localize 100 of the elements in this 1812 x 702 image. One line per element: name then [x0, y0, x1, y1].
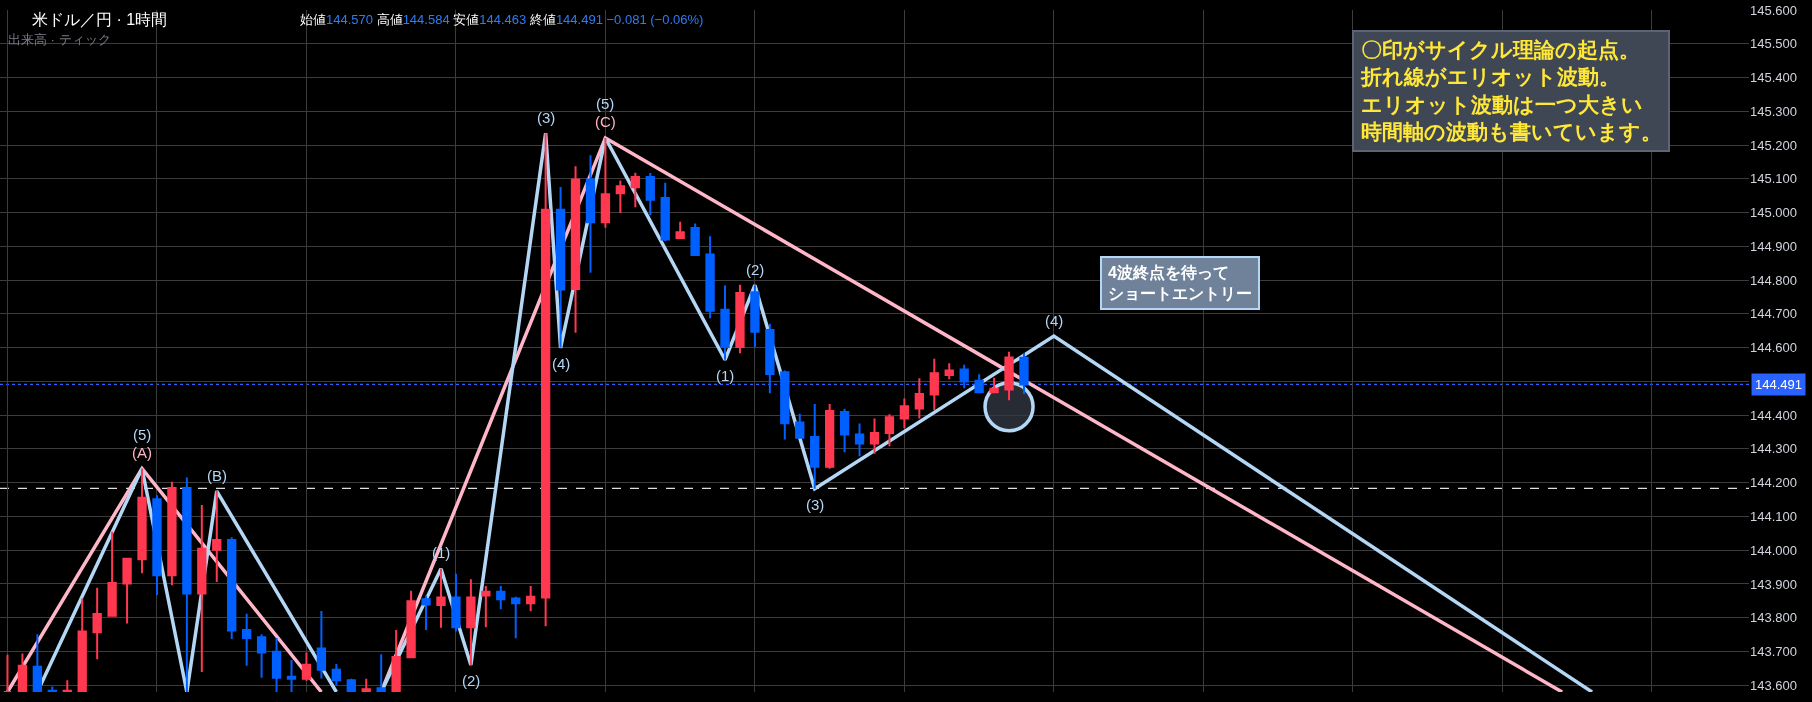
candlestick: [869, 417, 880, 455]
annotation: (2): [462, 672, 481, 689]
y-tick-label: 144.000: [1750, 542, 1797, 558]
candlestick: [361, 677, 371, 692]
y-tick-label: 143.700: [1750, 644, 1797, 660]
y-tick-label: 144.400: [1750, 407, 1797, 423]
candlestick: [690, 222, 700, 257]
candlestick: [839, 407, 850, 454]
y-tick-label: 144.200: [1750, 475, 1797, 491]
candlestick: [555, 185, 566, 349]
y-tick-label: 144.700: [1750, 306, 1797, 322]
annotation: (5): [133, 426, 152, 443]
candlestick: [481, 584, 491, 629]
annotation: (4): [552, 355, 571, 372]
candlestick: [600, 136, 611, 229]
candlestick: [630, 171, 640, 209]
candlestick: [944, 362, 954, 381]
candlestick: [720, 284, 730, 361]
candlestick: [660, 181, 670, 243]
candlestick: [241, 612, 252, 667]
candlestick: [1004, 350, 1014, 402]
annotation: 出来高 · ティック: [8, 32, 111, 47]
candlestick: [227, 536, 237, 640]
candlestick: [540, 132, 551, 628]
y-tick-label: 144.100: [1750, 508, 1797, 524]
candlestick: [854, 422, 865, 458]
candlestick: [884, 413, 895, 448]
annotation: (A): [132, 444, 152, 461]
candlestick: [17, 652, 28, 692]
candlestick: [1019, 352, 1029, 395]
candlestick: [780, 369, 790, 441]
candlestick: [167, 480, 177, 587]
candlestick: [675, 220, 685, 239]
annotation: (5): [596, 95, 615, 112]
candlestick: [197, 503, 207, 674]
candlestick: [735, 283, 745, 355]
annotation: 〇印がサイクル理論の起点。折れ線がエリオット波動。エリオット波動は一つ大きい時間軸の波動も書いています。: [1360, 38, 1662, 144]
y-tick-label: 145.600: [1750, 2, 1797, 18]
chart-title: 米ドル／円 · 1時間: [32, 11, 168, 28]
candlestick: [585, 154, 596, 274]
y-tick-label: 145.300: [1750, 103, 1797, 119]
candlestick: [286, 658, 297, 692]
candlestick: [496, 584, 506, 611]
candlestick: [795, 412, 805, 439]
annotation: (2): [746, 261, 765, 278]
annotation: (C): [595, 113, 616, 130]
candlestick: [824, 403, 835, 470]
candlestick: [705, 235, 715, 320]
y-tick-label: 144.800: [1750, 272, 1797, 288]
candlestick: [301, 651, 312, 682]
candlestick: [2, 653, 13, 692]
candlestick: [989, 376, 999, 394]
ref-line-label: 144.491: [1755, 377, 1802, 392]
annotation: (B): [207, 467, 227, 484]
candlestick: [511, 595, 521, 640]
candlestick: [974, 373, 984, 394]
candlestick: [331, 662, 342, 687]
y-tick-label: 144.300: [1750, 441, 1797, 457]
y-tick-label: 145.500: [1750, 36, 1797, 52]
candlestick: [62, 679, 72, 692]
candlestick: [421, 594, 431, 631]
candlestick: [765, 322, 775, 395]
candlestick: [32, 633, 43, 692]
candlestick: [615, 179, 626, 214]
candlestick: [122, 557, 132, 625]
annotation: (3): [537, 109, 556, 126]
candlestick: [929, 357, 939, 412]
candlestick: [137, 467, 147, 575]
candlestick: [810, 403, 820, 490]
annotation: (1): [716, 367, 735, 384]
candlestick: [451, 572, 461, 633]
y-tick-label: 144.900: [1750, 238, 1797, 254]
y-tick-label: 145.000: [1750, 205, 1797, 221]
candlestick: [645, 172, 655, 217]
candlestick: [271, 636, 282, 692]
y-tick-label: 143.600: [1750, 677, 1797, 693]
candlestick: [152, 494, 162, 597]
text: 始値144.570 高値144.584 安値144.463 終値144.491 −0.081 (−0.06%): [300, 12, 704, 27]
candlestick: [77, 597, 87, 692]
candlestick: [92, 586, 102, 661]
candlestick: [750, 284, 760, 348]
candlestick: [316, 609, 327, 680]
candlestick: [256, 633, 267, 679]
candlestick: [466, 578, 476, 666]
y-tick-label: 144.600: [1750, 340, 1797, 356]
candlestick: [391, 628, 401, 692]
y-tick-label: 143.900: [1750, 576, 1797, 592]
candlestick: [376, 653, 386, 692]
y-tick-label: 145.200: [1750, 137, 1797, 153]
y-tick-label: 145.400: [1750, 70, 1797, 86]
candlestick: [526, 584, 536, 613]
candlestick: [212, 490, 222, 583]
candlestick: [436, 567, 446, 629]
candlestick: [899, 397, 910, 430]
candlestick: [914, 377, 925, 420]
y-tick-label: 143.800: [1750, 610, 1797, 626]
candlestick: [107, 530, 117, 617]
candlestick: [570, 165, 581, 334]
annotation: 4波終点を待ってショートエントリー: [1108, 264, 1252, 302]
candlestick: [406, 589, 416, 659]
